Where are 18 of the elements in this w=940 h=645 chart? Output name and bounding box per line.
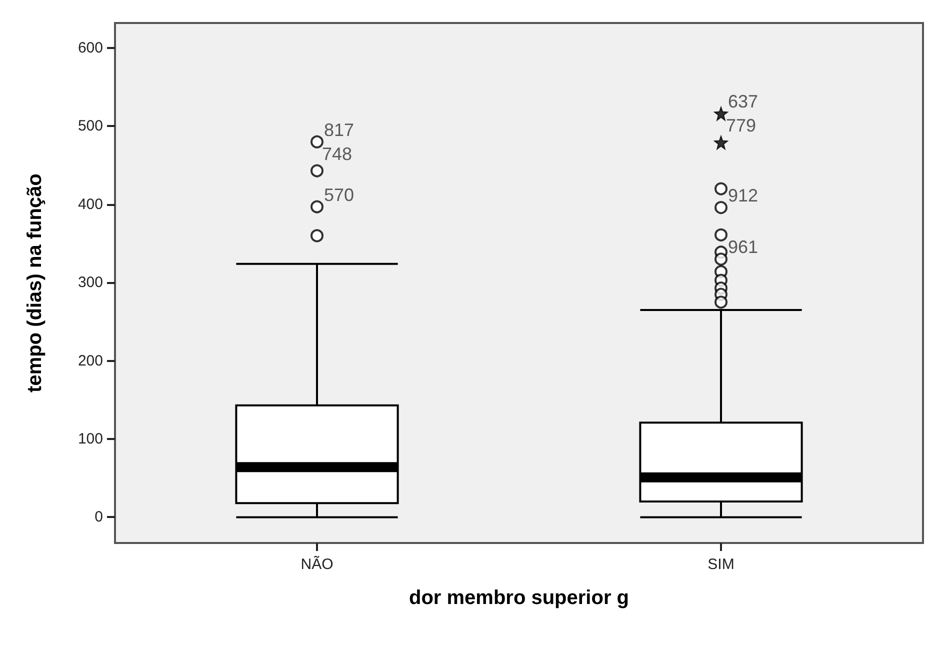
x-tick-label: NÃO	[300, 555, 334, 573]
annotation: 637	[728, 92, 758, 112]
y-tick-label: 100	[78, 430, 103, 448]
x-tick-label: SIM	[708, 556, 734, 573]
annotation: 748	[322, 144, 352, 164]
annotation: 961	[728, 237, 758, 258]
y-tick-label: 300	[78, 274, 103, 292]
annotation: 817	[324, 120, 354, 140]
annotation: 912	[728, 186, 758, 206]
y-axis-title: tempo (dias) na função	[24, 174, 46, 392]
annotation: 779	[726, 116, 756, 136]
y-tick-label: 500	[78, 118, 103, 135]
y-tick-label: 600	[78, 40, 103, 57]
y-tick-label: 0	[94, 508, 103, 526]
annotation: 570	[324, 184, 354, 205]
y-tick-label: 200	[78, 352, 103, 370]
x-axis-title: dor membro superior g	[408, 587, 630, 609]
y-tick-label: 400	[78, 196, 103, 213]
